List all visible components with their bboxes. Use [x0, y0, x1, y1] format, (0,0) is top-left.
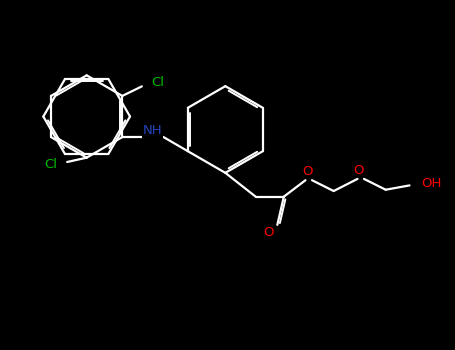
Text: Cl: Cl: [45, 158, 58, 171]
Text: Cl: Cl: [152, 76, 164, 89]
Text: OH: OH: [422, 177, 442, 190]
Text: NH: NH: [143, 124, 162, 137]
Text: O: O: [353, 164, 364, 177]
Text: O: O: [263, 226, 274, 239]
Text: O: O: [303, 165, 313, 178]
